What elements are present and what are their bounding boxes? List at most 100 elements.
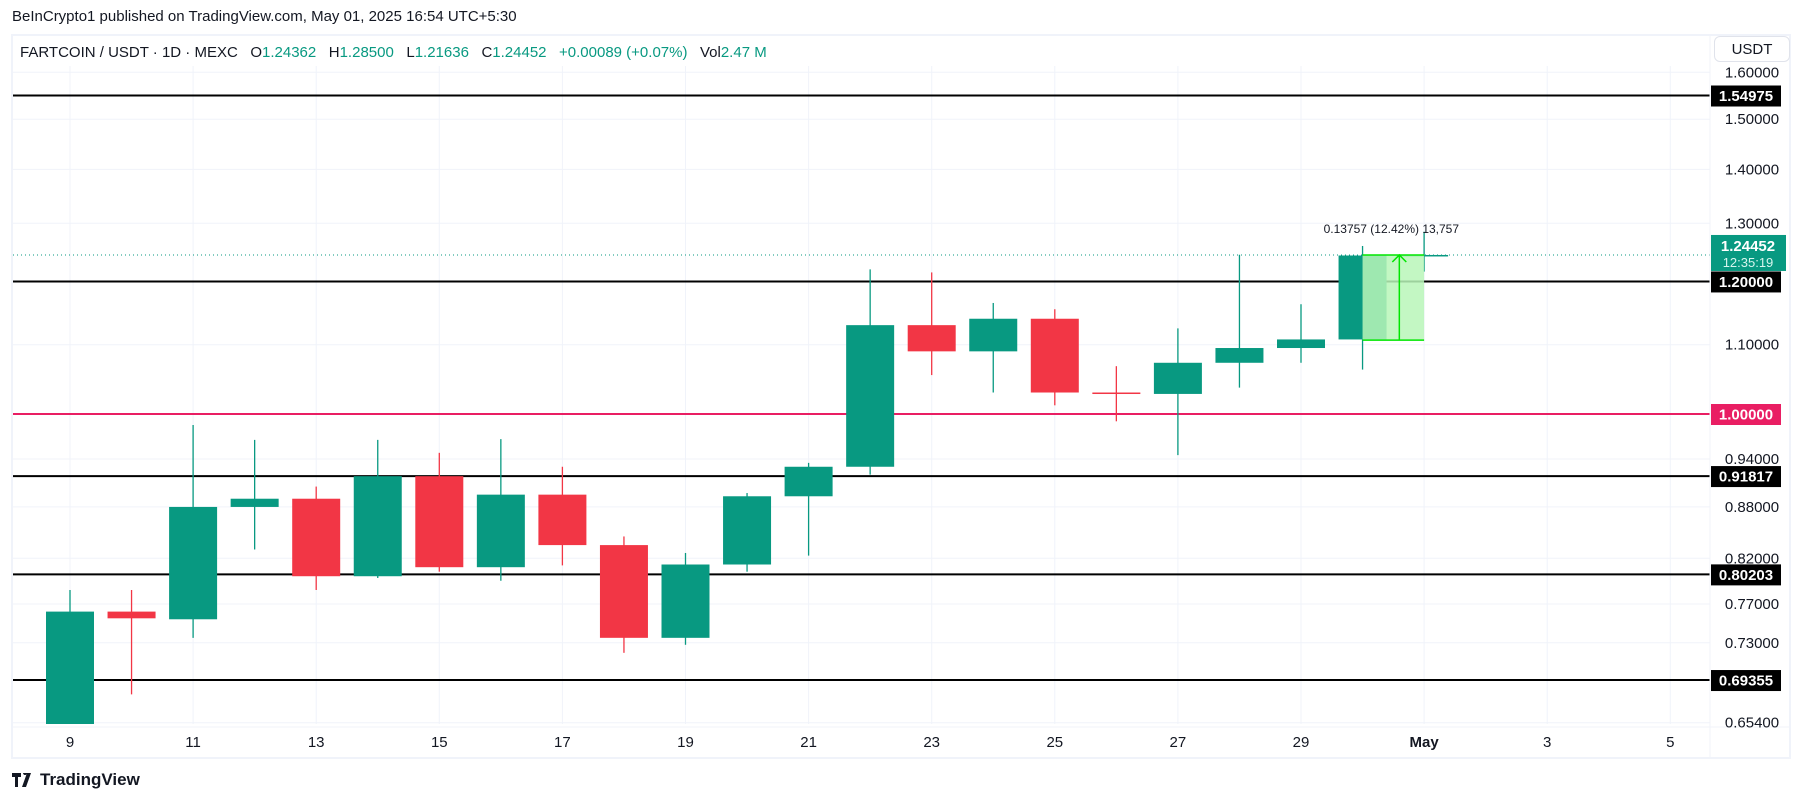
price-level-label-bg bbox=[1711, 466, 1781, 488]
low-value: 1.21636 bbox=[414, 44, 469, 61]
price-tick-label: 1.10000 bbox=[1725, 337, 1779, 354]
price-level-label-bg bbox=[1711, 271, 1781, 293]
symbol-info[interactable]: FARTCOIN / USDT · 1D · MEXC bbox=[20, 44, 238, 61]
candle bbox=[353, 439, 402, 579]
price-level-label: 0.69355 bbox=[1711, 670, 1781, 692]
candle-body bbox=[846, 325, 895, 467]
candle-body bbox=[723, 496, 772, 565]
price-level-label-text: 0.69355 bbox=[1719, 673, 1773, 690]
candle-body bbox=[1153, 362, 1202, 394]
candle bbox=[969, 302, 1018, 393]
price-tick-label: 1.50000 bbox=[1725, 111, 1779, 128]
time-tick-label: 15 bbox=[431, 734, 448, 751]
time-tick-label: 21 bbox=[800, 734, 817, 751]
price-tick-label: 0.88000 bbox=[1725, 499, 1779, 516]
candle bbox=[846, 269, 895, 475]
candle bbox=[784, 462, 833, 556]
chart-frame bbox=[11, 34, 1791, 759]
last-price-label-bg bbox=[1711, 234, 1786, 271]
candle-body bbox=[230, 498, 279, 507]
high-value: 1.28500 bbox=[339, 44, 394, 61]
price-level-label: 0.80203 bbox=[1711, 564, 1781, 586]
candle bbox=[46, 589, 94, 724]
candle bbox=[538, 466, 587, 566]
price-level-label: 1.00000 bbox=[1711, 404, 1781, 425]
candle-body bbox=[538, 494, 587, 546]
candle bbox=[1092, 366, 1141, 422]
candle-body bbox=[1277, 339, 1325, 349]
symbol-legend: FARTCOIN / USDT · 1D · MEXC O1.24362 H1.… bbox=[20, 44, 767, 61]
candle bbox=[292, 486, 341, 590]
candle-body bbox=[476, 494, 525, 568]
candle-body bbox=[907, 325, 956, 352]
price-tick-label: 0.77000 bbox=[1725, 596, 1779, 613]
price-tick-label: 0.65400 bbox=[1725, 715, 1779, 732]
price-level-label-bg bbox=[1711, 404, 1781, 425]
price-level-label-text: 0.91817 bbox=[1719, 469, 1773, 486]
close-label: C bbox=[481, 44, 493, 61]
price-level-label-bg bbox=[1711, 85, 1781, 107]
candle bbox=[1153, 328, 1202, 456]
tradingview-logo[interactable]: TradingView bbox=[12, 770, 140, 790]
time-tick-label: 27 bbox=[1170, 734, 1187, 751]
time-tick-label: 29 bbox=[1293, 734, 1310, 751]
candle bbox=[107, 589, 156, 695]
price-tick-label: 1.40000 bbox=[1725, 161, 1779, 178]
measure-arrow-head bbox=[1391, 253, 1407, 263]
candle bbox=[723, 493, 772, 572]
candle bbox=[476, 439, 525, 581]
measure-range-box bbox=[1362, 254, 1425, 341]
price-level-label: 0.91817 bbox=[1711, 466, 1781, 488]
candle-body bbox=[292, 498, 341, 577]
time-tick-label: 13 bbox=[308, 734, 325, 751]
time-tick-label: 19 bbox=[677, 734, 694, 751]
tradingview-logo-text: TradingView bbox=[40, 770, 140, 789]
currency-button[interactable]: USDT bbox=[1714, 36, 1790, 62]
candle bbox=[661, 552, 710, 645]
price-tick-label: 0.94000 bbox=[1725, 451, 1779, 468]
low-label: L bbox=[406, 44, 415, 61]
candle bbox=[599, 536, 648, 653]
time-tick-label: May bbox=[1410, 734, 1440, 751]
change-value: +0.00089 (+0.07%) bbox=[559, 44, 688, 61]
countdown-timer: 12:35:19 bbox=[1723, 255, 1774, 270]
time-tick-label: 17 bbox=[554, 734, 571, 751]
price-level-label-text: 1.20000 bbox=[1719, 274, 1773, 291]
price-level-label-text: 1.00000 bbox=[1719, 407, 1773, 424]
candle-body bbox=[415, 476, 464, 568]
candle-body bbox=[1092, 392, 1141, 395]
high-label: H bbox=[328, 44, 340, 61]
price-level-label-text: 1.54975 bbox=[1719, 88, 1773, 105]
tradingview-logo-icon bbox=[12, 773, 31, 787]
candle-body bbox=[1215, 348, 1264, 363]
price-tick-label: 1.30000 bbox=[1725, 215, 1779, 232]
price-tick-label: 0.82000 bbox=[1725, 550, 1779, 567]
price-tick-label: 1.60000 bbox=[1725, 64, 1779, 81]
candle bbox=[169, 424, 218, 638]
measure-label: 0.13757 (12.42%) 13,757 bbox=[1324, 222, 1460, 236]
price-level-label-bg bbox=[1711, 564, 1781, 586]
candle-body bbox=[969, 318, 1018, 352]
candle-body bbox=[599, 545, 648, 638]
price-level-label: 1.54975 bbox=[1711, 85, 1781, 107]
time-tick-label: 5 bbox=[1666, 734, 1674, 751]
time-tick-label: 3 bbox=[1543, 734, 1551, 751]
candle-body bbox=[46, 611, 94, 724]
open-value: 1.24362 bbox=[262, 44, 317, 61]
candle bbox=[415, 452, 464, 572]
candle-body bbox=[353, 476, 402, 577]
candle bbox=[1030, 309, 1079, 406]
candle-body bbox=[784, 466, 833, 497]
candle-body bbox=[661, 564, 710, 638]
time-tick-label: 23 bbox=[923, 734, 940, 751]
price-level-label: 1.20000 bbox=[1711, 271, 1781, 293]
candle bbox=[230, 439, 279, 550]
time-tick-label: 11 bbox=[185, 734, 201, 751]
time-tick-label: 9 bbox=[66, 734, 74, 751]
close-value: 1.24452 bbox=[492, 44, 547, 61]
candle bbox=[1277, 304, 1325, 363]
time-tick-label: 25 bbox=[1046, 734, 1063, 751]
price-level-label-text: 0.80203 bbox=[1719, 567, 1773, 584]
